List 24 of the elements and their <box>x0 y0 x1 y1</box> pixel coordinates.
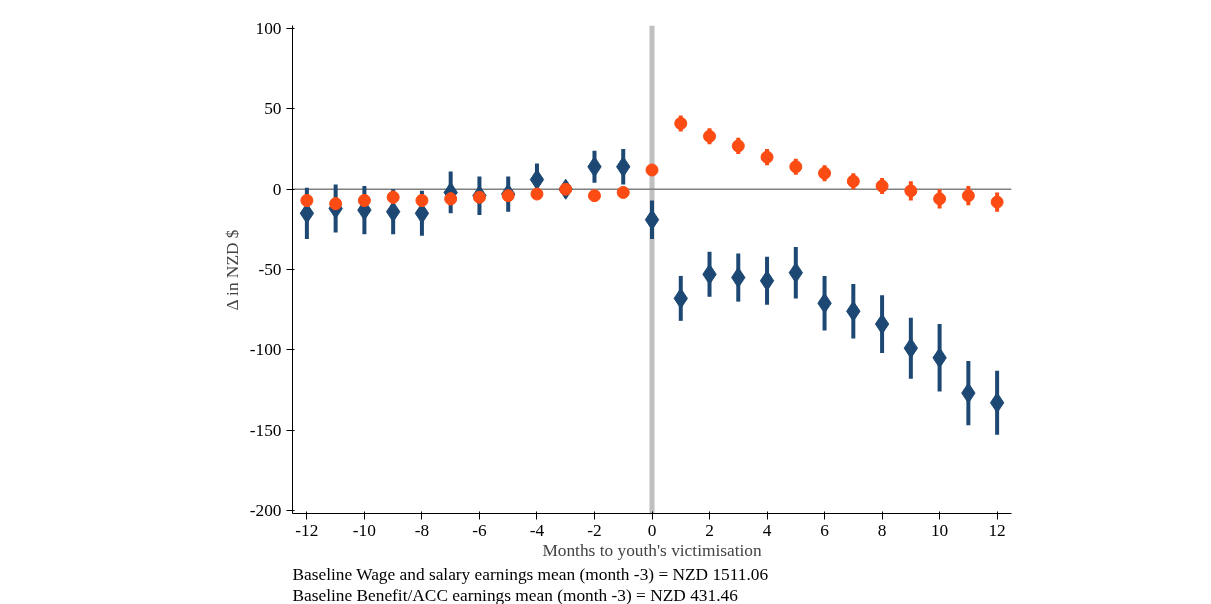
text: Baseline Benefit/ACC earnings mean (month -3) = NZD 431.46 <box>292 585 739 604</box>
x-tick-label: -10 <box>352 520 376 540</box>
x-tick-label: -6 <box>472 520 487 540</box>
x-tick-label: 2 <box>705 520 714 540</box>
x-tick-label: -2 <box>587 520 602 540</box>
text: Baseline Wage and salary earnings mean (month -3) = NZD 1511.06 <box>292 564 769 584</box>
y-tick-label: -150 <box>249 420 282 440</box>
y-tick-label: 0 <box>272 179 282 199</box>
x-tick-label: -8 <box>414 520 430 540</box>
y-tick-label: -50 <box>258 260 282 279</box>
x-tick-label: -4 <box>529 520 545 540</box>
x-tick-label: 10 <box>930 520 949 540</box>
y-tick-label: -200 <box>249 500 282 520</box>
x-tick-label: 0 <box>647 520 657 540</box>
x-tick-label: 6 <box>820 520 830 540</box>
y-tick-label: 50 <box>264 99 282 119</box>
x-tick-label: 12 <box>988 520 1006 540</box>
x-tick-label: 8 <box>877 520 887 540</box>
y-tick-label: 100 <box>255 19 282 39</box>
y-axis-title: Δ in NZD $ <box>222 229 242 311</box>
y-tick-label: -100 <box>249 340 282 360</box>
x-tick-label: -12 <box>295 520 319 540</box>
x-axis-title: Months to youth's victimisation <box>542 540 762 560</box>
x-tick-label: 4 <box>762 520 772 540</box>
